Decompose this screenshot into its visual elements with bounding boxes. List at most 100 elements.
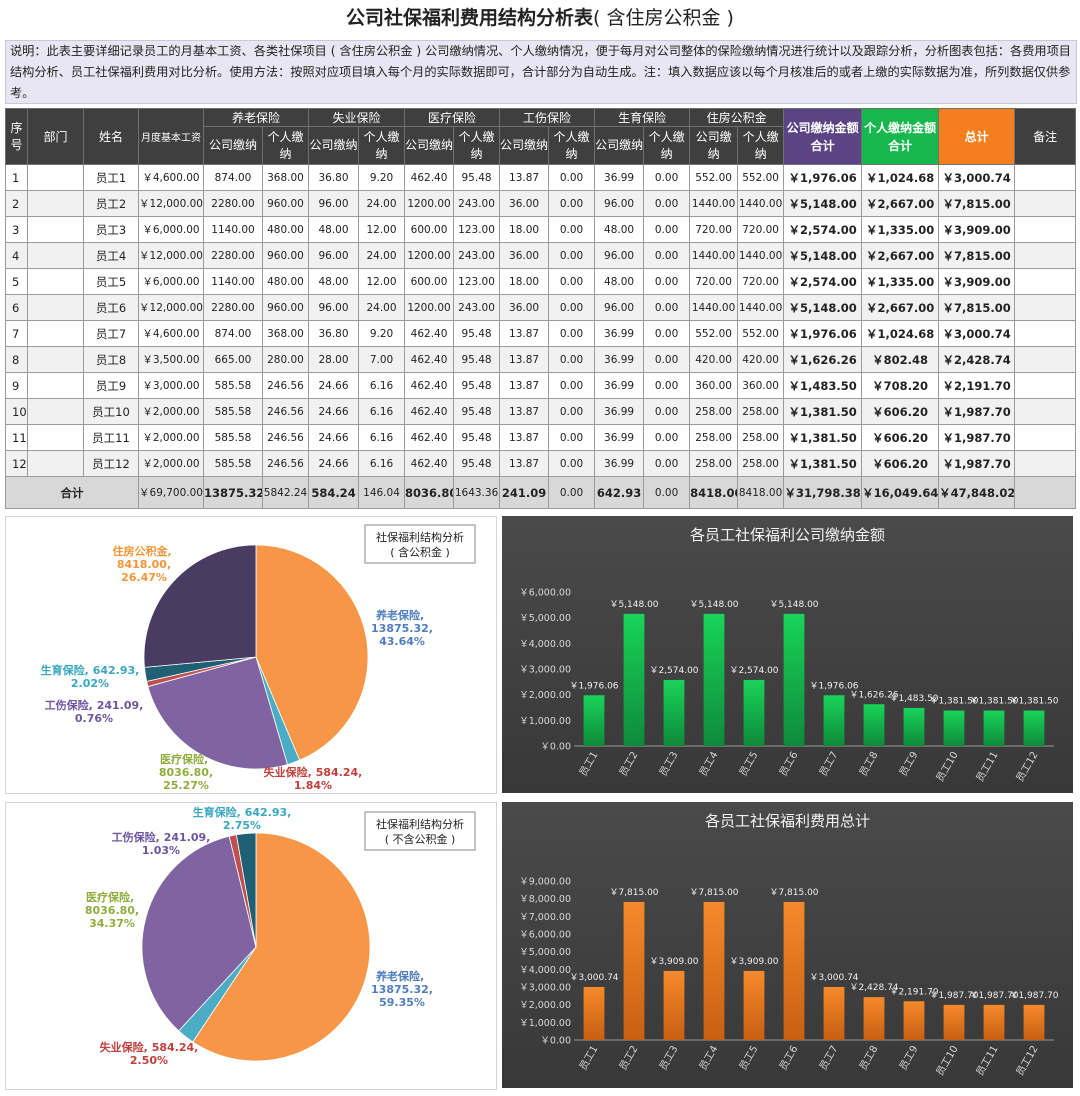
cell-company-total: ￥5,148.00	[783, 190, 863, 217]
bar	[903, 1001, 925, 1040]
cell-value: 48.00	[594, 268, 645, 295]
cell-value: 243.00	[453, 190, 501, 217]
x-tick-label: 员工10	[934, 750, 961, 784]
totals-value: 241.09	[499, 476, 550, 509]
subheader-pension-company: 公司缴纳	[203, 126, 263, 165]
bar	[743, 679, 765, 746]
bar	[663, 679, 685, 746]
cell-company-total: ￥5,148.00	[783, 242, 863, 269]
bar-value-label: ￥7,815.00	[689, 888, 738, 898]
cell-value: 243.00	[453, 294, 501, 321]
pie-label-category: 养老保险	[375, 969, 421, 983]
pie-slice	[141, 835, 257, 1032]
cell-name: 员工12	[83, 450, 139, 477]
pie-label-name: 失业保险, 584.24,	[264, 765, 363, 779]
cell-value: 874.00	[203, 164, 263, 191]
totals-value: 13875.32	[203, 476, 263, 509]
cell-salary: ￥2,000.00	[138, 450, 204, 477]
cell-value: 246.56	[261, 424, 310, 451]
cell-value: 368.00	[261, 320, 310, 347]
table-row: 8 员工8 ￥3,500.00 665.00 280.00 28.00 7.00 462.40…	[5, 346, 1077, 373]
cell-value: 24.00	[358, 294, 406, 321]
cell-value: 95.48	[453, 164, 501, 191]
cell-value: 258.00	[737, 398, 785, 425]
bar	[823, 695, 845, 746]
pie-label-sep: ,	[287, 806, 291, 819]
totals-salary: ￥69,700.00	[138, 476, 204, 509]
totals-value: 584.24	[308, 476, 360, 509]
header-remark: 备注	[1014, 108, 1077, 165]
cell-total: ￥2,428.74	[938, 346, 1016, 373]
cell-value: 95.48	[453, 320, 501, 347]
cell-personal-total: ￥606.20	[861, 398, 940, 425]
cell-value: 243.00	[453, 242, 501, 269]
cell-name: 员工5	[83, 268, 139, 295]
table-row: 7 员工7 ￥4,600.00 874.00 368.00 36.80 9.20 462.40…	[5, 320, 1077, 347]
pie-label-line2: 13875.32,	[371, 622, 433, 635]
cell-value: 95.48	[453, 450, 501, 477]
y-tick-label: ￥3,000.00	[519, 983, 571, 994]
y-tick-label: ￥7,000.00	[519, 912, 571, 923]
table-row: 3 员工3 ￥6,000.00 1140.00 480.00 48.00 12.00 600.…	[5, 216, 1077, 243]
cell-name: 员工2	[83, 190, 139, 217]
pie-label-percent: 0.76%	[75, 712, 113, 725]
pie-label-sep: ,	[209, 766, 213, 779]
bar	[783, 613, 805, 746]
cell-value: 600.00	[404, 268, 455, 295]
cell-value: 12.00	[358, 268, 406, 295]
pie-chart-without-housing: 养老保险, 13875.32, 59.35%失业保险, 584.24, 2.50%医…	[85, 805, 476, 1067]
x-tick-label: 员工3	[657, 750, 681, 779]
cell-value: 0.00	[643, 346, 691, 373]
cell-value: 0.00	[548, 268, 596, 295]
cell-value: 24.66	[308, 450, 360, 477]
bar	[983, 710, 1005, 746]
totals-remark	[1014, 476, 1077, 509]
totals-company-total: ￥31,798.38	[783, 476, 863, 509]
cell-value: 0.00	[548, 242, 596, 269]
header-salary: 月度基本工资	[138, 108, 204, 165]
cell-value: 36.99	[594, 320, 645, 347]
x-tick-label: 员工7	[817, 1044, 841, 1073]
table-row: 1 员工1 ￥4,600.00 874.00 368.00 36.80 9.20 462.40…	[5, 164, 1077, 191]
pie-label-sep: ,	[308, 766, 316, 779]
cell-value: 246.56	[261, 372, 310, 399]
cell-value: 36.80	[308, 164, 360, 191]
cell-salary: ￥4,600.00	[138, 164, 204, 191]
cell-value: 48.00	[308, 268, 360, 295]
cell-personal-total: ￥2,667.00	[861, 242, 940, 269]
pie-label-value: 8036.80	[159, 766, 209, 779]
subheader-unemployment-company: 公司缴纳	[308, 126, 360, 165]
cell-value: 123.00	[453, 216, 501, 243]
bar-value-label: ￥5,148.00	[609, 600, 658, 610]
table-row: 10 员工10 ￥2,000.00 585.58 246.56 24.66 6.16 462.…	[5, 398, 1077, 425]
pie-label-sep: ,	[204, 753, 212, 766]
pie-label-percent: 43.64%	[379, 635, 425, 648]
y-tick-label: ￥5,000.00	[519, 947, 571, 958]
totals-value: 5842.24	[261, 476, 310, 509]
cell-value: 48.00	[308, 216, 360, 243]
pie-label-sep: ,	[429, 622, 433, 635]
cell-personal-total: ￥708.20	[861, 372, 940, 399]
cell-value: 1140.00	[203, 216, 263, 243]
cell-total: ￥7,815.00	[938, 190, 1016, 217]
cell-value: 0.00	[548, 216, 596, 243]
x-tick-label: 员工4	[697, 1044, 721, 1073]
cell-value: 36.80	[308, 320, 360, 347]
header-group-maternity: 生育保险	[594, 108, 691, 127]
cell-value: 28.00	[308, 346, 360, 373]
bar	[823, 986, 845, 1040]
pie-label-line2: 8036.80,	[85, 904, 139, 917]
totals-row: 合计 ￥69,700.00 13875.32 5842.24 584.24 146.04 8…	[5, 476, 1077, 509]
cell-value: 462.40	[404, 398, 455, 425]
pie-label-value: 584.24	[316, 766, 359, 779]
bar	[863, 704, 885, 746]
y-tick-label: ￥1,000.00	[519, 1018, 571, 1029]
page-title-main: 公司社保福利费用结构分析表	[346, 7, 594, 29]
cell-salary: ￥3,500.00	[138, 346, 204, 373]
cell-value: 420.00	[737, 346, 785, 373]
cell-value: 665.00	[203, 346, 263, 373]
header-dept: 部门	[27, 108, 84, 165]
pie-slice	[143, 544, 257, 668]
cell-value: 462.40	[404, 320, 455, 347]
bar-chart-total: 各员工社保福利费用总计 ￥0.00 ￥1,000.00 ￥2,000.00 ￥3,000…	[519, 812, 1059, 1078]
